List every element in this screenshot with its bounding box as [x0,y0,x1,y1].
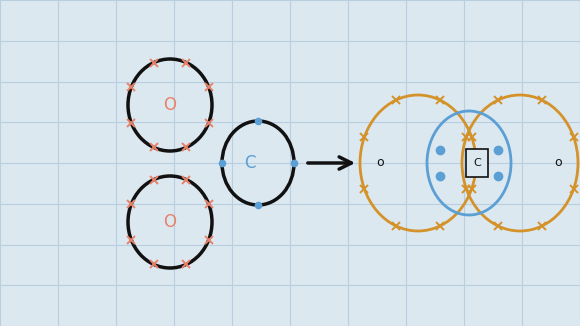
Text: O: O [164,213,176,231]
Text: o: o [554,156,561,170]
Text: o: o [376,156,384,170]
Text: O: O [164,96,176,114]
Text: C: C [473,158,481,168]
Bar [466,149,488,177]
Text: C: C [244,154,256,172]
